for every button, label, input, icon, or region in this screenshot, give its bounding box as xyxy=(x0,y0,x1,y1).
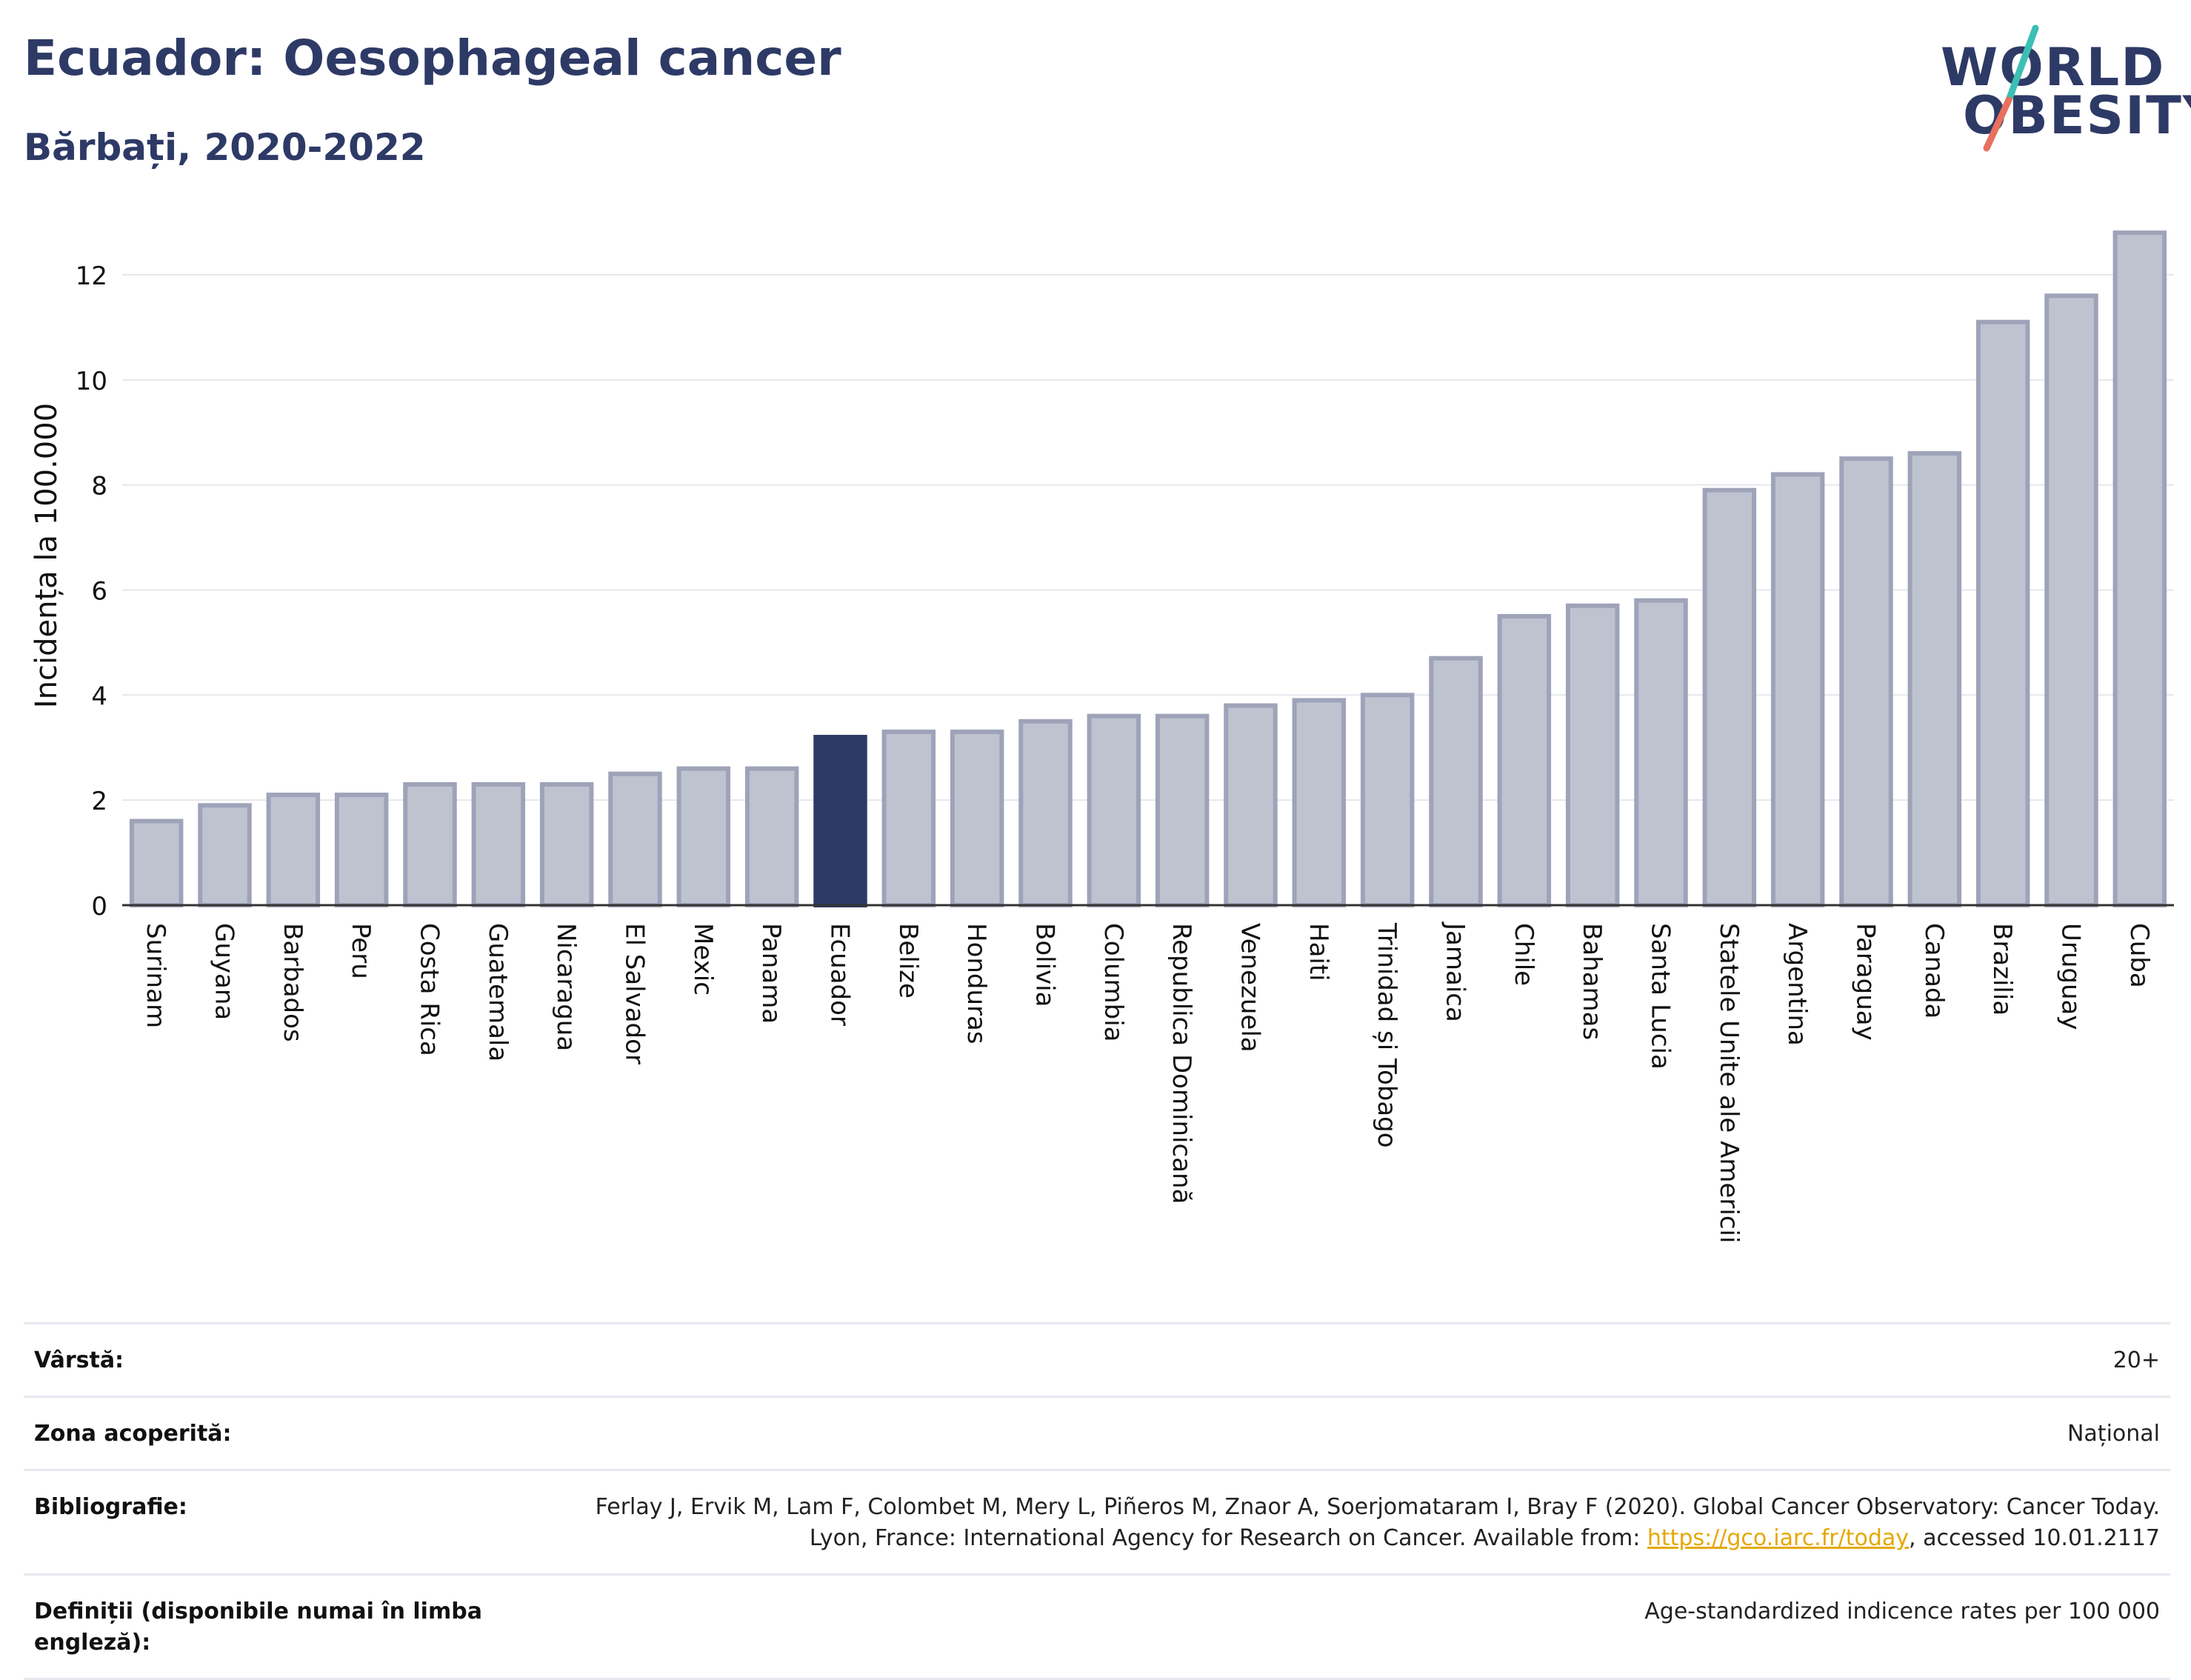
x-tick-label: Surinam xyxy=(141,923,170,1028)
definitions-value: Age-standardized indicence rates per 100… xyxy=(1644,1599,2160,1624)
x-tick-label: Haiti xyxy=(1304,923,1333,981)
y-axis-label: Incidența la 100.000 xyxy=(30,403,64,708)
x-tick-label: Venezuela xyxy=(1235,923,1265,1053)
bar[interactable] xyxy=(1155,713,1210,908)
x-tick-label: El Salvador xyxy=(620,923,650,1064)
y-tick-label: 8 xyxy=(91,472,107,501)
bar[interactable] xyxy=(1702,487,1757,907)
axes: 0 2 4 6 8 10 12 Surinam Guyana Barbados Peru Costa … xyxy=(76,261,2174,1243)
bibliography-text: Ferlay J, Ervik M, Lam F, Colombet M, Me… xyxy=(595,1494,2160,1551)
bar[interactable] xyxy=(1087,713,1141,908)
area-value: Național xyxy=(2067,1421,2160,1447)
x-tick-label: Santa Lucia xyxy=(1646,923,1675,1070)
bar[interactable] xyxy=(2112,230,2167,907)
bar[interactable] xyxy=(1839,456,1893,907)
bar[interactable] xyxy=(403,781,457,908)
bar[interactable] xyxy=(1360,693,1415,907)
meta-row-age: Vârstă: 20+ xyxy=(24,1324,2170,1398)
x-tick-label: Belize xyxy=(893,923,923,999)
x-tick-label: Ecuador xyxy=(825,923,855,1026)
bar[interactable] xyxy=(129,819,184,907)
x-tick-label: Peru xyxy=(346,923,376,979)
bar[interactable] xyxy=(881,729,936,908)
x-tick-label: Jamaica xyxy=(1441,921,1470,1022)
metadata-table: Vârstă: 20+ Zona acoperită: Național Bib… xyxy=(24,1322,2170,1680)
x-tick-label: Columbia xyxy=(1098,923,1128,1042)
bar[interactable] xyxy=(1975,319,2030,907)
y-tick-label: 4 xyxy=(91,681,107,711)
bar[interactable] xyxy=(676,766,731,907)
bar-highlighted[interactable] xyxy=(813,735,867,907)
x-tick-label: Statele Unite ale Americii xyxy=(1714,923,1744,1243)
bar[interactable] xyxy=(266,793,321,907)
bar[interactable] xyxy=(950,729,1004,908)
bar[interactable] xyxy=(1907,451,1962,907)
bibliography-label: Bibliografie: xyxy=(34,1494,187,1520)
x-tick-label: Canada xyxy=(1919,923,1949,1019)
y-tick-label: 0 xyxy=(91,892,107,921)
x-tick-label: Bolivia xyxy=(1030,923,1060,1007)
world-obesity-logo: WORLD OBESITY xyxy=(1926,22,2191,156)
x-tick-label: Guyana xyxy=(210,923,239,1020)
meta-row-bibliography: Bibliografie: Ferlay J, Ervik M, Lam F, … xyxy=(24,1471,2170,1576)
bar-chart: 0 2 4 6 8 10 12 Surinam Guyana Barbados Peru Costa … xyxy=(30,230,2174,1243)
x-tick-label: Argentina xyxy=(1782,923,1812,1046)
bar[interactable] xyxy=(1018,719,1073,907)
bar[interactable] xyxy=(1292,698,1347,908)
x-tick-label: Nicaragua xyxy=(551,923,581,1051)
bars xyxy=(129,230,2167,908)
bar[interactable] xyxy=(608,771,662,908)
x-tick-label: Barbados xyxy=(278,923,307,1042)
y-tick-label: 2 xyxy=(91,787,107,816)
bar[interactable] xyxy=(1634,598,1688,908)
bar[interactable] xyxy=(744,766,799,907)
x-tick-label: Paraguay xyxy=(1851,923,1881,1041)
x-tick-label: Panama xyxy=(756,923,786,1024)
bar[interactable] xyxy=(1565,603,1620,907)
x-tick-label: Costa Rica xyxy=(415,923,444,1056)
bar[interactable] xyxy=(1770,472,1825,907)
x-tick-label: Republica Dominicană xyxy=(1167,923,1196,1204)
definitions-label: Definiții (disponibile numai în limba en… xyxy=(34,1599,482,1656)
x-tick-label: Mexic xyxy=(688,923,718,996)
x-tick-label: Uruguay xyxy=(2056,923,2086,1030)
x-tick-label: Bahamas xyxy=(1577,923,1607,1040)
bibliography-accessed: , accessed 10.01.2117 xyxy=(1909,1525,2160,1551)
x-tick-label: Guatemala xyxy=(483,923,513,1061)
grid-lines xyxy=(122,273,2174,801)
bar[interactable] xyxy=(1224,703,1278,907)
age-label: Vârstă: xyxy=(34,1347,124,1373)
logo-slash-icon xyxy=(1983,24,2039,152)
chart-title: Ecuador: Oesophageal cancer xyxy=(24,30,841,87)
bar[interactable] xyxy=(198,803,252,907)
bar[interactable] xyxy=(2044,293,2098,908)
x-tick-label: Cuba xyxy=(2124,923,2154,988)
y-tick-label: 10 xyxy=(76,367,107,396)
bar[interactable] xyxy=(1429,656,1483,908)
x-tick-label: Trinidad și Tobago xyxy=(1372,922,1401,1148)
bibliography-link[interactable]: https://gco.iarc.fr/today xyxy=(1647,1525,1910,1551)
y-tick-label: 12 xyxy=(76,261,107,291)
y-tick-label: 6 xyxy=(91,576,107,606)
bar[interactable] xyxy=(1497,613,1552,908)
meta-row-area: Zona acoperită: Național xyxy=(24,1398,2170,1471)
bibliography-value: Ferlay J, Ervik M, Lam F, Colombet M, Me… xyxy=(538,1492,2160,1554)
bar[interactable] xyxy=(471,781,526,908)
meta-row-definitions: Definiții (disponibile numai în limba en… xyxy=(24,1576,2170,1680)
x-tick-label: Honduras xyxy=(961,923,991,1044)
x-tick-label: Chile xyxy=(1509,923,1538,986)
chart-subtitle: Bărbați, 2020-2022 xyxy=(24,126,426,169)
bar[interactable] xyxy=(334,793,389,907)
age-value: 20+ xyxy=(2112,1347,2160,1373)
bar[interactable] xyxy=(539,781,594,908)
area-label: Zona acoperită: xyxy=(34,1421,232,1447)
x-tick-label: Brazilia xyxy=(1987,923,2017,1016)
logo-word-world: WORLD xyxy=(1941,37,2166,98)
